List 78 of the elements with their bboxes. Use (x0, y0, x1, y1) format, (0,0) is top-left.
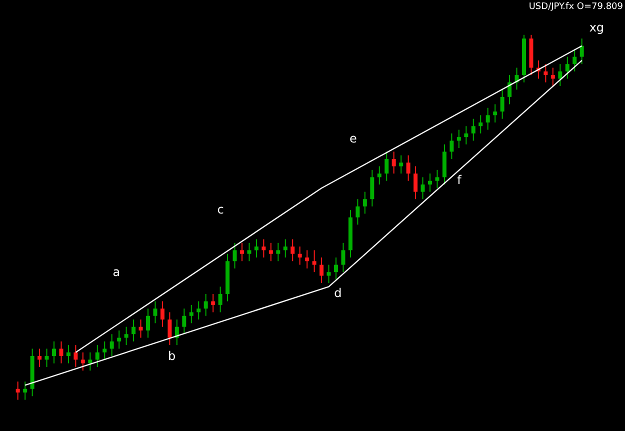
candlestick (298, 246, 302, 266)
candlestick (508, 74, 512, 105)
candlestick (146, 308, 150, 338)
candlestick (550, 67, 555, 86)
candlestick (59, 340, 64, 364)
annotation: e (349, 131, 357, 146)
candlestick (464, 126, 468, 145)
text: xg (589, 20, 604, 35)
candlestick (196, 300, 201, 320)
candlestick (558, 64, 562, 86)
candlestick (334, 256, 338, 280)
candlestick (132, 319, 136, 342)
candlestick (95, 344, 100, 368)
candlestick (471, 118, 476, 142)
annotation: c (217, 202, 224, 216)
candlestick (38, 348, 42, 368)
candlestick (312, 250, 316, 273)
annotation: b (168, 348, 176, 363)
candlestick (66, 344, 70, 364)
candlestick (362, 191, 367, 214)
candlestick (74, 344, 78, 368)
candlestick (168, 312, 172, 346)
candlestick (326, 264, 331, 284)
candlestick (16, 381, 20, 400)
candlestick (218, 286, 222, 313)
candlestick (268, 242, 273, 262)
candlestick (341, 242, 346, 273)
annotation: a (112, 265, 120, 280)
candlestick (320, 256, 324, 284)
candlestick (189, 304, 194, 324)
candlestick (211, 293, 216, 313)
candlestick (110, 334, 114, 357)
candlestick (414, 166, 418, 200)
candlestick (204, 293, 208, 316)
annotation: f (457, 173, 462, 188)
candlestick (370, 169, 374, 207)
candlestick (486, 107, 490, 130)
candlestick (500, 89, 504, 120)
candlestick (406, 154, 410, 182)
candlestick (544, 64, 548, 83)
candlestick (377, 166, 382, 186)
candlestick (399, 154, 404, 174)
candlestick (493, 104, 498, 123)
candlestick (138, 319, 143, 338)
candlestick (565, 56, 570, 80)
candlestick (44, 348, 49, 368)
candlestick (160, 300, 164, 328)
candlestick (428, 173, 432, 192)
candlestick (435, 169, 440, 189)
candlestick (247, 242, 252, 262)
annotation: d (334, 286, 342, 300)
candlestick (450, 132, 454, 160)
candlestick (572, 48, 577, 72)
candlestick (254, 238, 258, 258)
candlestick (80, 352, 85, 372)
candlestick (262, 238, 266, 258)
candlestick (420, 176, 425, 200)
candlestick (283, 238, 288, 258)
candlestick (356, 198, 360, 226)
chart-title: USD/JPY.fx O=79.809 (528, 2, 624, 12)
candlestick (23, 381, 28, 400)
candlestick (117, 330, 122, 350)
candlestick (305, 250, 310, 269)
candlestick (182, 308, 186, 335)
candlestick (290, 238, 295, 262)
candlestick (240, 242, 244, 262)
candlestick (478, 114, 483, 134)
candlestick (52, 340, 56, 364)
candlestick (153, 300, 158, 324)
candlestick (456, 129, 461, 149)
candlestick (276, 242, 280, 262)
candlestick (580, 38, 584, 65)
candlestick (124, 326, 128, 346)
candlestick (392, 151, 396, 174)
candlestick (88, 352, 92, 372)
candlestick (102, 340, 107, 360)
candlestick (384, 151, 389, 182)
candlestick (232, 242, 237, 269)
